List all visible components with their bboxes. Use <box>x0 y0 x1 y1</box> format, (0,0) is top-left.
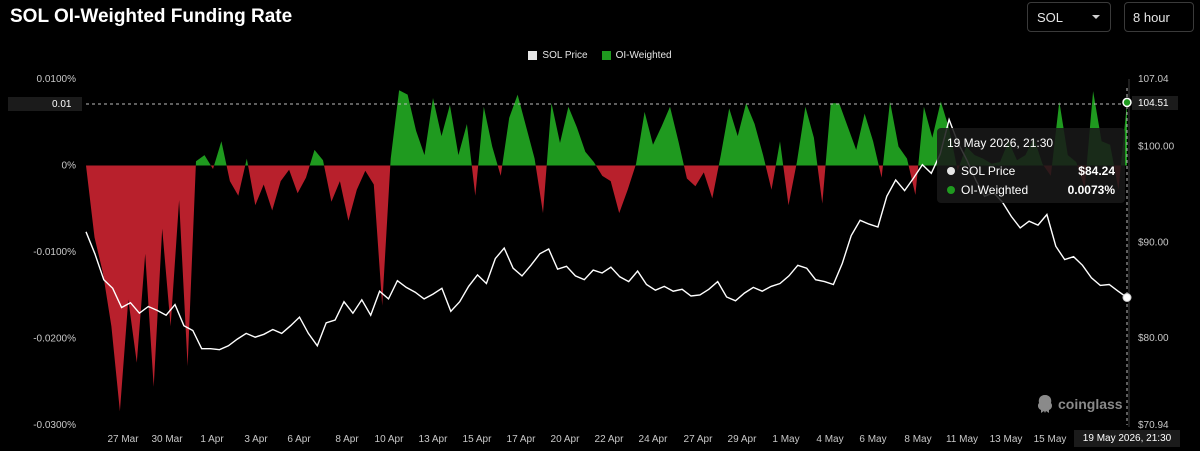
watermark-text: coinglass <box>1058 396 1123 412</box>
tooltip-label-oi-weighted: OI-Weighted <box>961 183 1029 197</box>
y-right-tick-label: 107.04 <box>1138 74 1169 85</box>
x-tick-label: 4 May <box>816 434 843 445</box>
x-tick-label: 8 Apr <box>335 434 359 445</box>
tooltip-dot-sol-price <box>947 167 955 175</box>
y-right-tick-label: $100.00 <box>1138 141 1175 152</box>
symbol-select[interactable]: SOL <box>1027 2 1111 32</box>
tooltip-label-sol-price: SOL Price <box>961 164 1016 178</box>
legend-label-sol-price: SOL Price <box>542 50 588 61</box>
tooltip-dot-oi-weighted <box>947 186 955 194</box>
x-tick-label: 1 Apr <box>200 434 224 445</box>
x-tick-label: 24 Apr <box>639 434 669 445</box>
x-tick-label: 22 Apr <box>595 434 625 445</box>
coinglass-watermark: coinglass <box>1036 394 1123 414</box>
x-tick-label: 29 Apr <box>728 434 758 445</box>
x-tick-label: 27 Apr <box>684 434 714 445</box>
x-tick-label: 13 Apr <box>419 434 449 445</box>
y-right-tick-label: $90.00 <box>1138 237 1169 248</box>
interval-select[interactable]: 8 hour <box>1124 2 1194 32</box>
x-tick-label: 13 May <box>990 434 1023 445</box>
interval-select-label: 8 hour <box>1133 9 1170 25</box>
crosshair-funding-marker <box>1122 97 1132 108</box>
tooltip-value-sol-price: $84.24 <box>1078 164 1115 178</box>
legend-swatch-sol-price <box>528 51 538 60</box>
tooltip-row-sol-price: SOL Price $84.24 <box>947 164 1115 178</box>
symbol-select-label: SOL <box>1037 9 1064 25</box>
chart-legend: SOL Price OI-Weighted <box>0 50 1200 61</box>
legend-swatch-oi-weighted <box>601 51 611 60</box>
page-title: SOL OI-Weighted Funding Rate <box>10 6 293 27</box>
legend-label-oi-weighted: OI-Weighted <box>615 50 672 61</box>
x-tick-label: 30 Mar <box>151 434 183 445</box>
crosshair-right-value: 104.51 <box>1132 96 1178 110</box>
x-tick-label: 6 May <box>859 434 886 445</box>
crosshair-left-value: 0.01 <box>8 97 82 111</box>
y-left-tick-label: -0.0300% <box>33 420 76 431</box>
coinglass-logo-icon <box>1037 395 1053 413</box>
chart-tooltip: 19 May 2026, 21:30 SOL Price $84.24 OI-W… <box>937 128 1125 203</box>
y-right-tick-label: $80.00 <box>1138 333 1169 344</box>
tooltip-title: 19 May 2026, 21:30 <box>947 136 1054 150</box>
funding-positive-area <box>86 90 1127 166</box>
x-tick-label: 10 Apr <box>375 434 405 445</box>
x-tick-label: 6 Apr <box>287 434 311 445</box>
chevron-down-icon <box>1092 15 1100 19</box>
y-left-tick-label: -0.0200% <box>33 334 76 345</box>
funding-negative-area <box>86 165 1127 412</box>
y-right-tick-label: $70.94 <box>1138 420 1169 431</box>
crosshair-price-marker <box>1122 293 1132 302</box>
legend-item-sol-price[interactable]: SOL Price <box>528 50 588 61</box>
tooltip-value-oi-weighted: 0.0073% <box>1067 183 1115 197</box>
crosshair-time-label: 19 May 2026, 21:30 <box>1074 430 1180 447</box>
x-tick-label: 1 May <box>772 434 799 445</box>
x-tick-label: 20 Apr <box>551 434 581 445</box>
legend-item-oi-weighted[interactable]: OI-Weighted <box>601 50 672 61</box>
tooltip-row-oi-weighted: OI-Weighted 0.0073% <box>947 183 1115 197</box>
y-left-tick-label: 0% <box>62 161 77 172</box>
x-tick-label: 15 Apr <box>463 434 493 445</box>
x-tick-label: 11 May <box>946 434 978 445</box>
x-tick-label: 8 May <box>904 434 931 445</box>
x-tick-label: 17 Apr <box>507 434 537 445</box>
y-left-tick-label: -0.0100% <box>33 247 76 258</box>
x-tick-label: 27 Mar <box>107 434 139 445</box>
x-tick-label: 3 Apr <box>244 434 268 445</box>
x-tick-label: 15 May <box>1034 434 1067 445</box>
y-left-tick-label: 0.0100% <box>37 74 77 85</box>
